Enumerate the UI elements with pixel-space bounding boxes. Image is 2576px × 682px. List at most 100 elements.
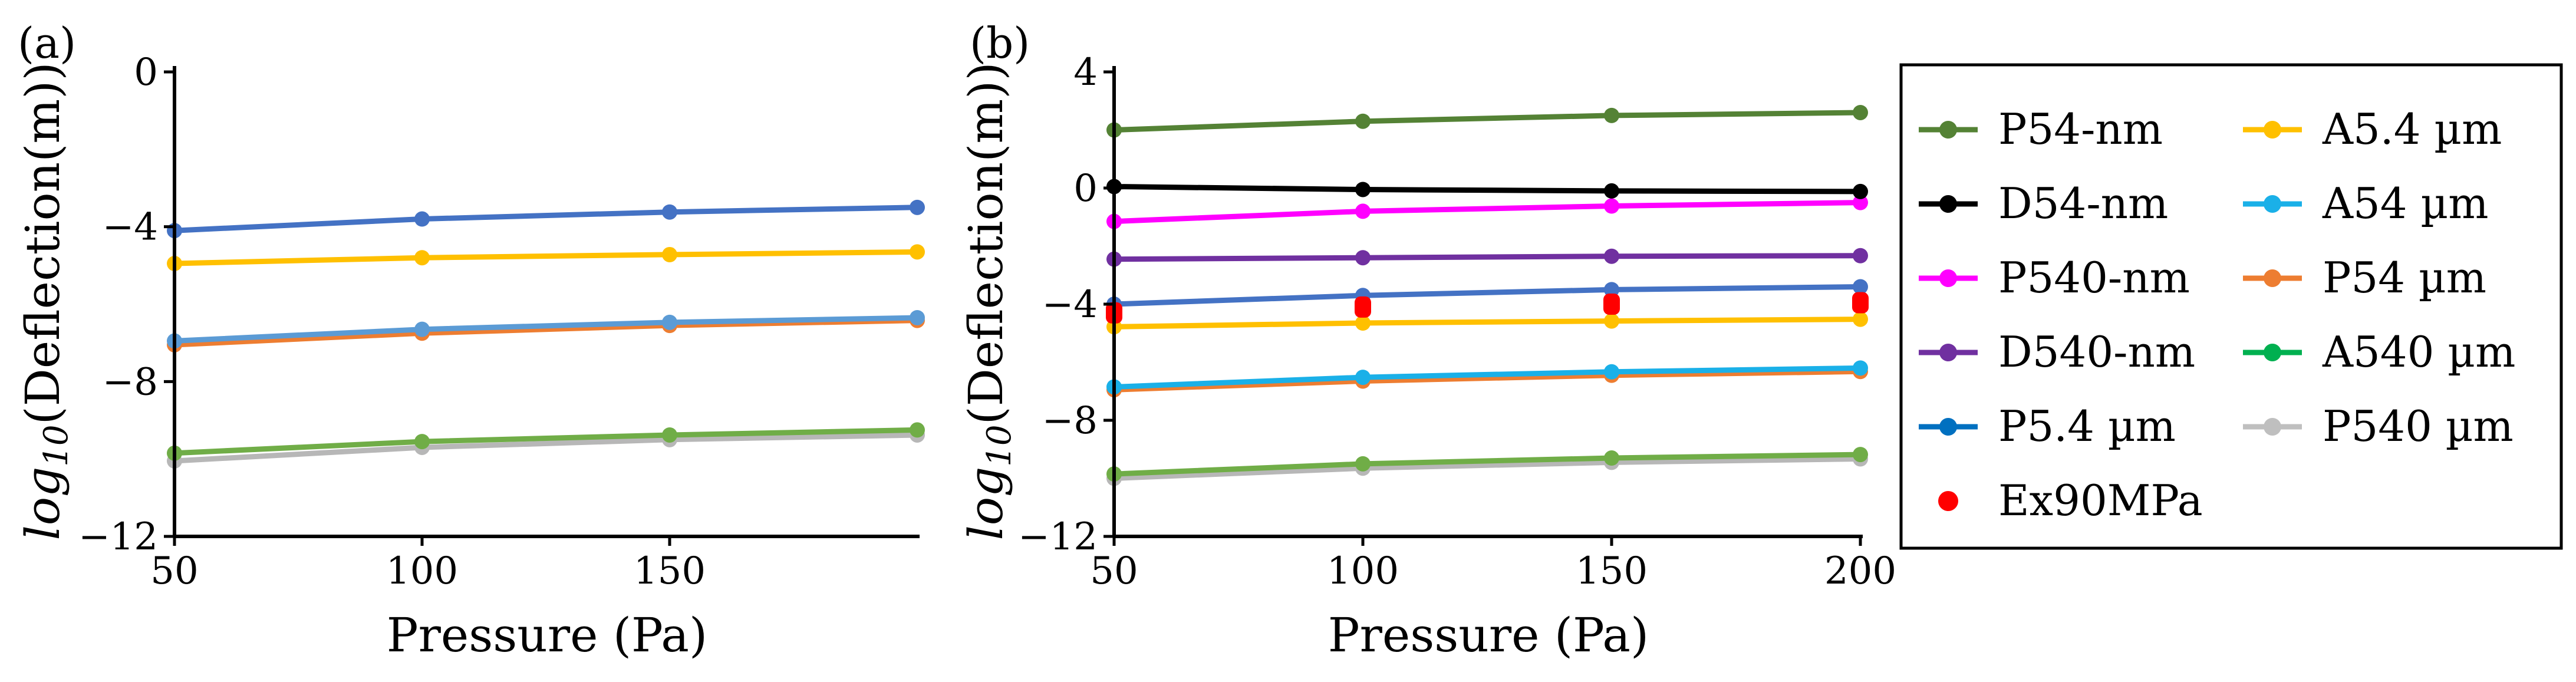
panel-b-y-axis-title: log10(Deflection(m)) — [958, 62, 1019, 540]
series-line-a540-m — [1111, 452, 1863, 477]
data-point-d54-nm — [1355, 182, 1371, 197]
legend-box — [1899, 63, 2563, 550]
data-point-a54-m — [662, 314, 677, 330]
legend-swatch-dot — [1939, 195, 1957, 213]
x-tick-label: 150 — [634, 549, 706, 593]
data-point-d540-nm — [1355, 250, 1371, 266]
marker-ex90mpa — [1355, 296, 1371, 318]
panel-b-y-axis-title-sub: 10 — [980, 424, 1019, 466]
marker-ex90mpa — [1852, 292, 1869, 314]
series-line-p540-m — [1111, 456, 1863, 481]
y-tick-label: −8 — [103, 360, 158, 404]
panel-a-y-axis-title: log10(Deflection(m)) — [15, 62, 75, 540]
data-point-p540-nm — [1604, 198, 1619, 214]
panel-a-marks — [167, 199, 925, 469]
panel-a-y-axis-title-sub: 10 — [37, 424, 75, 466]
legend-swatch-dot — [2264, 195, 2281, 213]
panel-b-label: (b) — [970, 18, 1030, 68]
series-line-p540-m — [172, 432, 920, 464]
data-point-p5-4-m — [1604, 282, 1619, 298]
y-tick-label: −4 — [1042, 283, 1098, 327]
legend-swatch-dot — [1939, 344, 1957, 361]
y-tick-label: −12 — [78, 515, 158, 559]
data-point-p54-nm — [1604, 107, 1619, 123]
x-tick-label: 50 — [150, 549, 198, 593]
x-tick-label: 150 — [1576, 549, 1648, 593]
legend-label: P540 µm — [2323, 401, 2514, 451]
series-line-a5-4-m — [172, 249, 920, 266]
panel-a-y-axis-title-log: log — [15, 467, 70, 541]
legend-label: P54-nm — [1998, 104, 2163, 154]
panel-b-x-axis-title: Pressure (Pa) — [1328, 608, 1649, 663]
data-point-a5-4-m — [910, 244, 925, 260]
data-point-p5-4-m — [1853, 279, 1868, 295]
legend-label: A540 µm — [2322, 327, 2515, 377]
x-tick-label: 200 — [1824, 549, 1896, 593]
data-point-p54-nm — [1355, 113, 1371, 129]
data-point-p540-nm — [1853, 195, 1868, 210]
y-tick-label: 0 — [134, 51, 158, 94]
data-point-d54-nm — [1853, 183, 1868, 199]
data-point-d540-nm — [1853, 248, 1868, 263]
series-line-p5-4-m — [1111, 284, 1863, 307]
data-point-p5-4-m — [662, 204, 677, 220]
y-tick-label: 0 — [1073, 167, 1098, 210]
legend-swatch-dot — [1939, 121, 1957, 139]
x-tick-label: 50 — [1090, 549, 1138, 593]
panel-a-x-axis-title: Pressure (Pa) — [387, 608, 707, 663]
panel-a: (a) 0 −4 −8 −12 50 100 150 Pressure (Pa) log1… — [15, 18, 925, 663]
series-line-p540-nm — [1111, 200, 1863, 225]
data-point-p5-4-m — [910, 199, 925, 215]
data-point-p540-nm — [1355, 203, 1371, 219]
legend: P54-nm A5.4 µm D54-nm A54 µm P540-nm P54 µm D5… — [1899, 63, 2563, 550]
data-point-a5-4-m — [1355, 315, 1371, 331]
panel-a-x-ticks: 50 100 150 — [150, 536, 706, 593]
data-point-a540-m — [910, 422, 925, 438]
data-point-a5-4-m — [414, 250, 430, 266]
data-point-a54-m — [414, 321, 430, 337]
series-line-p54-nm — [1111, 110, 1863, 133]
data-point-a5-4-m — [1604, 313, 1619, 329]
series-line-p54-m — [172, 318, 920, 348]
legend-items: P54-nm A5.4 µm D54-nm A54 µm P540-nm P54 µm D5… — [1919, 104, 2515, 525]
series-line-a5-4-m — [1111, 317, 1863, 330]
legend-label: P54 µm — [2323, 253, 2486, 302]
legend-swatch-dot — [2264, 344, 2281, 361]
legend-swatch-marker — [1938, 491, 1958, 511]
legend-swatch-dot — [2264, 418, 2281, 436]
data-point-a5-4-m — [662, 246, 677, 262]
panel-b-x-ticks: 50 100 150 200 — [1090, 536, 1896, 593]
series-line-p54-m — [1111, 368, 1863, 393]
data-point-d54-nm — [1604, 183, 1619, 199]
y-tick-label: −8 — [1042, 399, 1098, 443]
data-point-a54-m — [1853, 360, 1868, 376]
legend-label: P5.4 µm — [1998, 401, 2176, 451]
series-line-p5-4-m — [172, 205, 920, 233]
data-point-p5-4-m — [414, 211, 430, 227]
panel-a-y-ticks: 0 −4 −8 −12 — [78, 51, 174, 559]
panel-b-marks — [1106, 104, 1869, 486]
series-line-a540-m — [172, 427, 920, 456]
data-point-a540-m — [1355, 456, 1371, 472]
data-point-p54-nm — [1853, 104, 1868, 120]
legend-label: D54-nm — [1998, 179, 2168, 228]
legend-label: P540-nm — [1998, 253, 2190, 302]
panel-b: (b) 40−4−8−12 50 100 150 200 Pressure (Pa) … — [958, 18, 1896, 663]
panel-b-y-ticks: 4 0 −4 −8 −12 — [1018, 51, 1114, 559]
series-line-d54-nm — [1111, 184, 1863, 195]
panel-a-label: (a) — [18, 18, 76, 68]
data-point-a54-m — [1355, 370, 1371, 386]
data-point-a540-m — [662, 427, 677, 443]
legend-label: D540-nm — [1998, 327, 2195, 377]
legend-swatch-dot — [1939, 418, 1957, 436]
x-tick-label: 100 — [1327, 549, 1399, 593]
series-line-d540-nm — [1111, 253, 1863, 262]
series-line-a54-m — [172, 315, 920, 344]
data-point-a5-4-m — [1853, 311, 1868, 327]
data-point-a540-m — [1853, 447, 1868, 463]
panel-b-y-axis-title-log: log — [958, 467, 1013, 541]
legend-swatch-dot — [2264, 269, 2281, 287]
legend-swatch-dot — [1939, 269, 1957, 287]
panel-a-y-axis-title-rest: (Deflection(m)) — [15, 62, 70, 424]
